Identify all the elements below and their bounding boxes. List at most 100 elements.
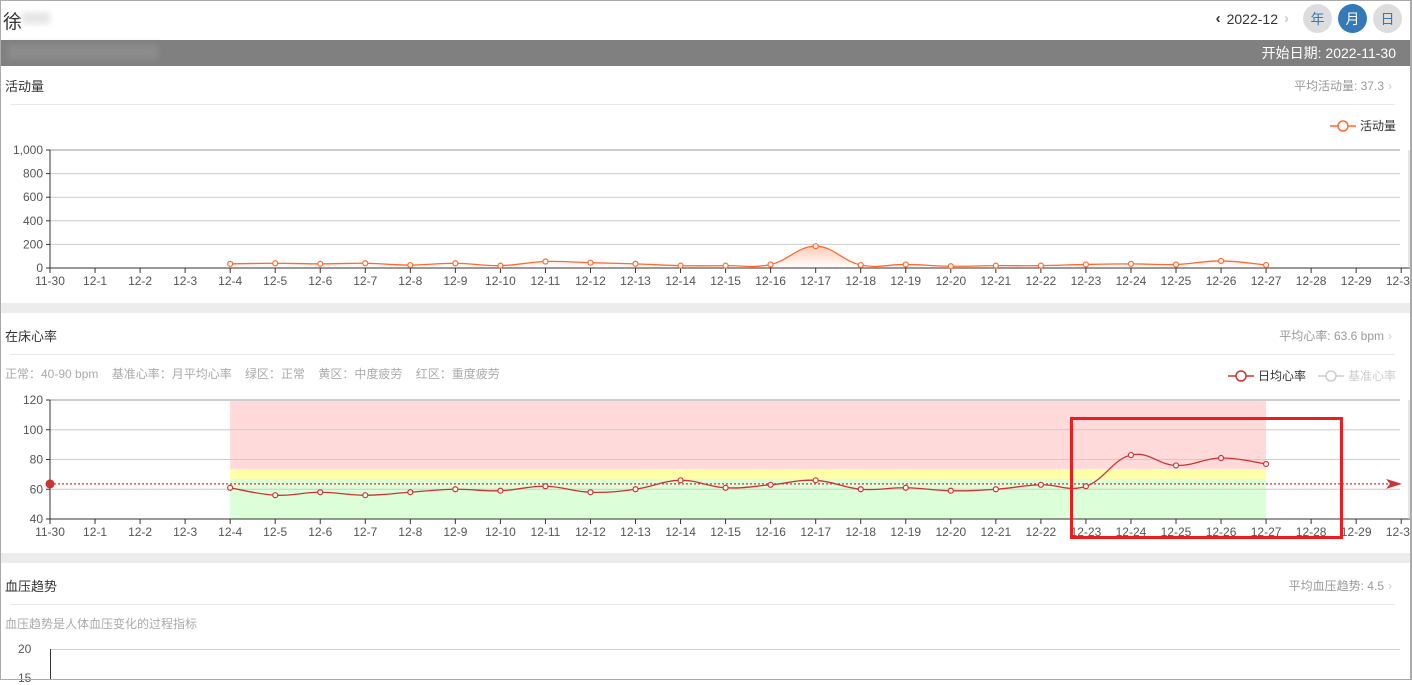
x-tick-label: 12-23 — [1071, 274, 1102, 288]
x-tick-label: 12-3 — [173, 274, 197, 288]
activity-legend[interactable]: 活动量 — [1329, 117, 1396, 134]
data-point — [317, 260, 324, 267]
data-point — [407, 489, 414, 496]
day-view-button[interactable]: 日 — [1373, 4, 1402, 33]
heart-rate-title: 在床心率 — [5, 329, 58, 344]
data-point — [587, 259, 594, 266]
x-tick-label: 12-26 — [1206, 274, 1237, 288]
x-tick-label: 12-9 — [443, 525, 467, 539]
y-tick-label: 20 — [18, 642, 32, 656]
legend-daily-label[interactable]: 日均心率 — [1257, 369, 1306, 383]
heart-rate-legend: 日均心率 基准心率 — [1227, 367, 1396, 384]
x-tick-label: 12-6 — [308, 525, 332, 539]
x-tick-label: 12-3 — [173, 525, 197, 539]
data-point — [992, 486, 999, 493]
bp-average-text: 平均血压趋势: 4.5 — [1288, 579, 1384, 593]
chevron-right-icon: › — [1388, 329, 1392, 343]
divider — [10, 604, 1395, 605]
activity-average[interactable]: 平均活动量: 37.3 › — [1294, 77, 1392, 94]
x-tick-label: 12-24 — [1116, 274, 1147, 288]
data-point — [542, 483, 549, 490]
x-tick-label: 12-9 — [443, 274, 467, 288]
x-tick-label: 12-2 — [128, 525, 152, 539]
x-tick-label: 12-10 — [485, 274, 516, 288]
data-point — [497, 262, 504, 269]
x-tick-label: 12-21 — [980, 274, 1011, 288]
x-tick-label: 12-20 — [935, 274, 966, 288]
user-name: 徐 — [3, 12, 23, 33]
x-tick-label: 12-15 — [710, 525, 741, 539]
data-point — [947, 487, 954, 494]
x-tick-label: 12-18 — [845, 525, 876, 539]
month-view-button[interactable]: 月 — [1338, 4, 1367, 33]
legend-baseline-label[interactable]: 基准心率 — [1347, 369, 1396, 383]
data-point — [407, 261, 414, 269]
x-tick-label: 12-13 — [620, 525, 651, 539]
data-point — [1082, 261, 1090, 268]
year-view-button[interactable]: 年 — [1303, 4, 1332, 33]
data-point — [722, 262, 729, 269]
x-tick-label: 12-17 — [800, 525, 831, 539]
chevron-right-icon[interactable]: › — [1284, 10, 1289, 27]
chevron-left-icon[interactable]: ‹ — [1215, 10, 1221, 27]
x-tick-label: 12-6 — [308, 274, 332, 288]
legend-line-circle-icon — [1227, 369, 1254, 382]
data-point — [902, 484, 909, 491]
heart-rate-note: 正常：40-90 bpm 基准心率：月平均心率 绿区：正常 黄区：中度疲劳 红区… — [5, 367, 500, 381]
date-navigator: ‹ 2022-12 › 年 月 日 — [1216, 4, 1402, 33]
x-tick-label: 12-22 — [1026, 525, 1057, 539]
zone-green — [230, 478, 1267, 519]
gridline — [50, 649, 1400, 650]
y-tick-label: 100 — [23, 423, 43, 437]
x-tick-label: 12-8 — [398, 525, 422, 539]
data-point — [812, 477, 819, 484]
x-tick-label: 12-5 — [263, 274, 287, 288]
x-tick-label: 12-25 — [1161, 274, 1192, 288]
data-point — [632, 486, 639, 493]
divider — [10, 354, 1395, 355]
x-tick-label: 12-20 — [935, 525, 966, 539]
x-tick-label: 12-7 — [353, 274, 377, 288]
data-point — [1217, 454, 1225, 462]
x-tick-label: 12-18 — [845, 274, 876, 288]
x-tick-label: 12-16 — [755, 525, 786, 539]
data-point — [992, 262, 999, 269]
bp-average[interactable]: 平均血压趋势: 4.5 › — [1289, 577, 1392, 594]
y-tick-label: 600 — [23, 190, 43, 204]
redacted-info — [8, 44, 158, 60]
y-tick-label: 40 — [30, 512, 44, 526]
x-tick-label: 12-30 — [1386, 525, 1412, 539]
heart-rate-average[interactable]: 平均心率: 63.6 bpm › — [1279, 327, 1392, 344]
x-tick-label: 12-2 — [128, 274, 152, 288]
data-point — [857, 261, 864, 269]
x-tick-label: 12-12 — [575, 274, 606, 288]
data-point — [857, 486, 864, 493]
x-tick-label: 12-14 — [665, 525, 696, 539]
legend-line-circle-icon — [1329, 119, 1356, 132]
x-tick-label: 11-30 — [35, 525, 65, 539]
x-tick-label: 12-8 — [398, 274, 422, 288]
series-line — [230, 245, 1267, 268]
data-point — [1127, 451, 1135, 459]
data-point — [1037, 262, 1044, 269]
data-point — [227, 484, 234, 491]
x-tick-label: 12-24 — [1116, 525, 1147, 539]
x-tick-label: 12-23 — [1071, 525, 1102, 539]
redacted-name — [22, 12, 50, 24]
x-tick-label: 12-1 — [83, 525, 107, 539]
y-tick-label: 0 — [36, 261, 43, 275]
x-tick-label: 12-13 — [620, 274, 651, 288]
bp-note: 血压趋势是人体血压变化的过程指标 — [5, 617, 198, 631]
x-tick-label: 12-21 — [980, 525, 1011, 539]
start-date-bar: 开始日期: 2022-11-30 — [1, 40, 1410, 66]
data-point — [677, 262, 684, 269]
data-point — [452, 486, 459, 493]
zone-red — [230, 400, 1267, 470]
x-tick-label: 12-29 — [1341, 525, 1372, 539]
data-point — [227, 260, 234, 267]
baseline-arrow-icon — [1386, 478, 1402, 489]
data-point — [677, 477, 684, 484]
x-tick-label: 12-14 — [665, 274, 696, 288]
activity-average-text: 平均活动量: 37.3 — [1293, 79, 1384, 93]
x-tick-label: 12-19 — [890, 525, 921, 539]
